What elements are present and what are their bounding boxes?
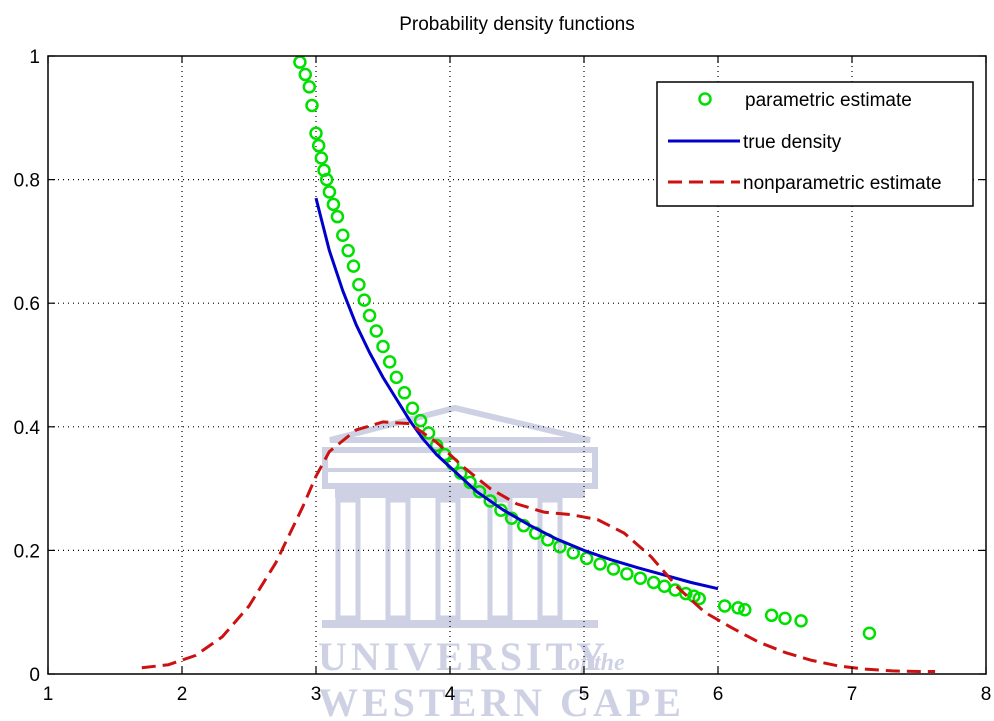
series-parametric-estimate [293,55,877,640]
data-point-parametric-estimate [389,370,404,385]
y-tick-label: 0.2 [14,541,40,562]
series-layer [141,55,936,673]
data-point-parametric-estimate [397,386,412,400]
data-point-parametric-estimate [633,571,648,585]
data-point-parametric-estimate [483,494,497,508]
data-point-parametric-estimate [311,138,326,153]
data-point-parametric-estimate [298,67,313,82]
legend-item-parametric: parametric estimate [698,90,912,111]
y-tick-label: 0.8 [14,171,40,192]
x-tick-label: 7 [847,684,858,705]
watermark-university-text: UNIVERSITY [318,634,609,679]
data-point-parametric-estimate [322,185,337,199]
data-point-parametric-estimate [717,599,732,613]
y-tick-label: 1 [29,47,40,68]
university-watermark-logo: UNIVERSITY of the WESTERN CAPE [318,404,685,721]
grid-lines [48,56,986,674]
data-point-parametric-estimate [472,484,487,499]
series-line-true-density [314,197,719,591]
axes-box [47,55,987,675]
data-point-parametric-estimate [862,626,877,640]
axis-ticks: 1 2 3 4 5 6 7 8 0 0.2 0.4 0.6 0.8 1 [14,47,992,705]
x-tick-label: 8 [981,684,992,705]
data-point-parametric-estimate [352,277,366,292]
data-point-parametric-estimate [794,614,808,628]
x-tick-label: 5 [579,684,590,705]
data-point-parametric-estimate [314,151,329,165]
watermark-pediment [329,404,591,443]
legend-item-true-density: true density [668,132,842,153]
x-tick-label: 1 [43,684,54,705]
data-point-parametric-estimate [369,324,384,338]
series-line-nonparametric-estimate [141,420,936,673]
data-point-parametric-estimate [731,601,745,615]
data-point-parametric-estimate [679,586,693,601]
data-point-parametric-estimate [357,293,371,307]
data-point-parametric-estimate [593,557,607,571]
watermark-western-cape-text: WESTERN CAPE [318,680,685,721]
data-point-parametric-estimate [579,551,594,566]
data-point-parametric-estimate [302,80,317,94]
data-point-parametric-estimate [326,197,341,212]
data-point-parametric-estimate [405,401,420,416]
x-tick-label: 6 [713,684,724,705]
legend-label-nonparametric: nonparametric estimate [743,173,942,194]
data-point-parametric-estimate [778,611,792,626]
legend: parametric estimate true density nonpara… [656,81,974,207]
watermark-of-the-text: of the [568,650,625,676]
data-point-parametric-estimate [305,98,319,113]
data-point-parametric-estimate [620,567,634,581]
data-point-parametric-estimate [413,413,428,428]
y-tick-label: 0.6 [14,294,40,315]
data-point-parametric-estimate [341,243,355,258]
data-point-parametric-estimate [319,172,334,187]
chart-title: Probability density functions [399,14,635,35]
x-tick-label: 3 [311,684,322,705]
x-tick-label: 2 [177,684,188,705]
legend-marker-parametric [698,92,712,106]
watermark-columns [335,497,563,621]
data-point-parametric-estimate [330,209,345,224]
data-point-parametric-estimate [336,228,350,242]
data-point-parametric-estimate [692,591,706,606]
data-point-parametric-estimate [362,308,377,323]
x-tick-label: 4 [445,684,456,705]
data-point-parametric-estimate [764,608,779,623]
data-point-parametric-estimate [309,126,323,140]
legend-label-true-density: true density [743,132,842,153]
data-point-parametric-estimate [606,562,621,576]
legend-label-parametric: parametric estimate [745,90,912,111]
data-point-parametric-estimate [738,602,752,617]
y-tick-label: 0.4 [14,418,41,439]
data-point-parametric-estimate [376,339,390,354]
data-point-parametric-estimate [346,259,361,273]
data-point-parametric-estimate [382,355,397,369]
legend-item-nonparametric: nonparametric estimate [668,173,942,194]
y-tick-label: 0 [29,665,40,686]
